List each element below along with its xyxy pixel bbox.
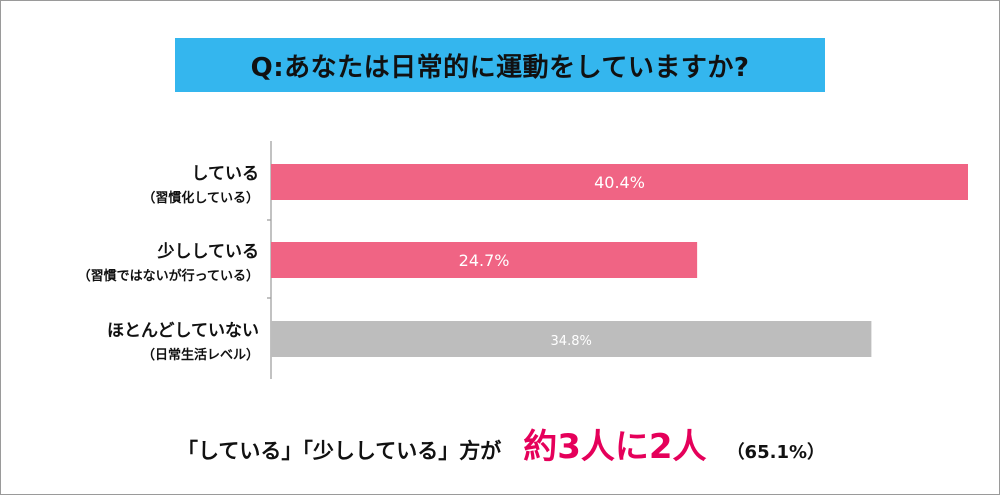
summary-line: 「している」「少ししている」方が 約3人に2人 （65.1%） (1, 419, 1000, 469)
summary-lead: 「している」「少ししている」方が (176, 439, 502, 463)
category-label: ほとんどしていない (107, 321, 259, 341)
bar-3 (271, 321, 872, 357)
bar-value-label: 34.8% (551, 334, 592, 349)
bars-layer: 40.4% している （習慣化している） 24.7% 少ししている （習慣ではないが行って… (78, 141, 968, 379)
category-label: している (192, 164, 260, 184)
category-sublabel: （習慣ではないが行っている） (78, 268, 259, 284)
category-label: 少ししている (157, 242, 260, 262)
title-banner: Q:あなたは日常的に運動をしていますか? (175, 38, 825, 92)
bar-1 (271, 164, 968, 200)
category-sublabel: （習慣化している） (142, 190, 259, 206)
bar-value-label: 40.4% (594, 173, 645, 192)
bar-2 (271, 242, 698, 278)
summary-note: （65.1%） (726, 442, 826, 463)
chart-title: Q:あなたは日常的に運動をしていますか? (250, 52, 750, 83)
summary-highlight: 約3人に2人 (523, 427, 707, 467)
category-sublabel: （日常生活レベル） (142, 347, 259, 363)
bar-value-label: 24.7% (459, 251, 510, 270)
